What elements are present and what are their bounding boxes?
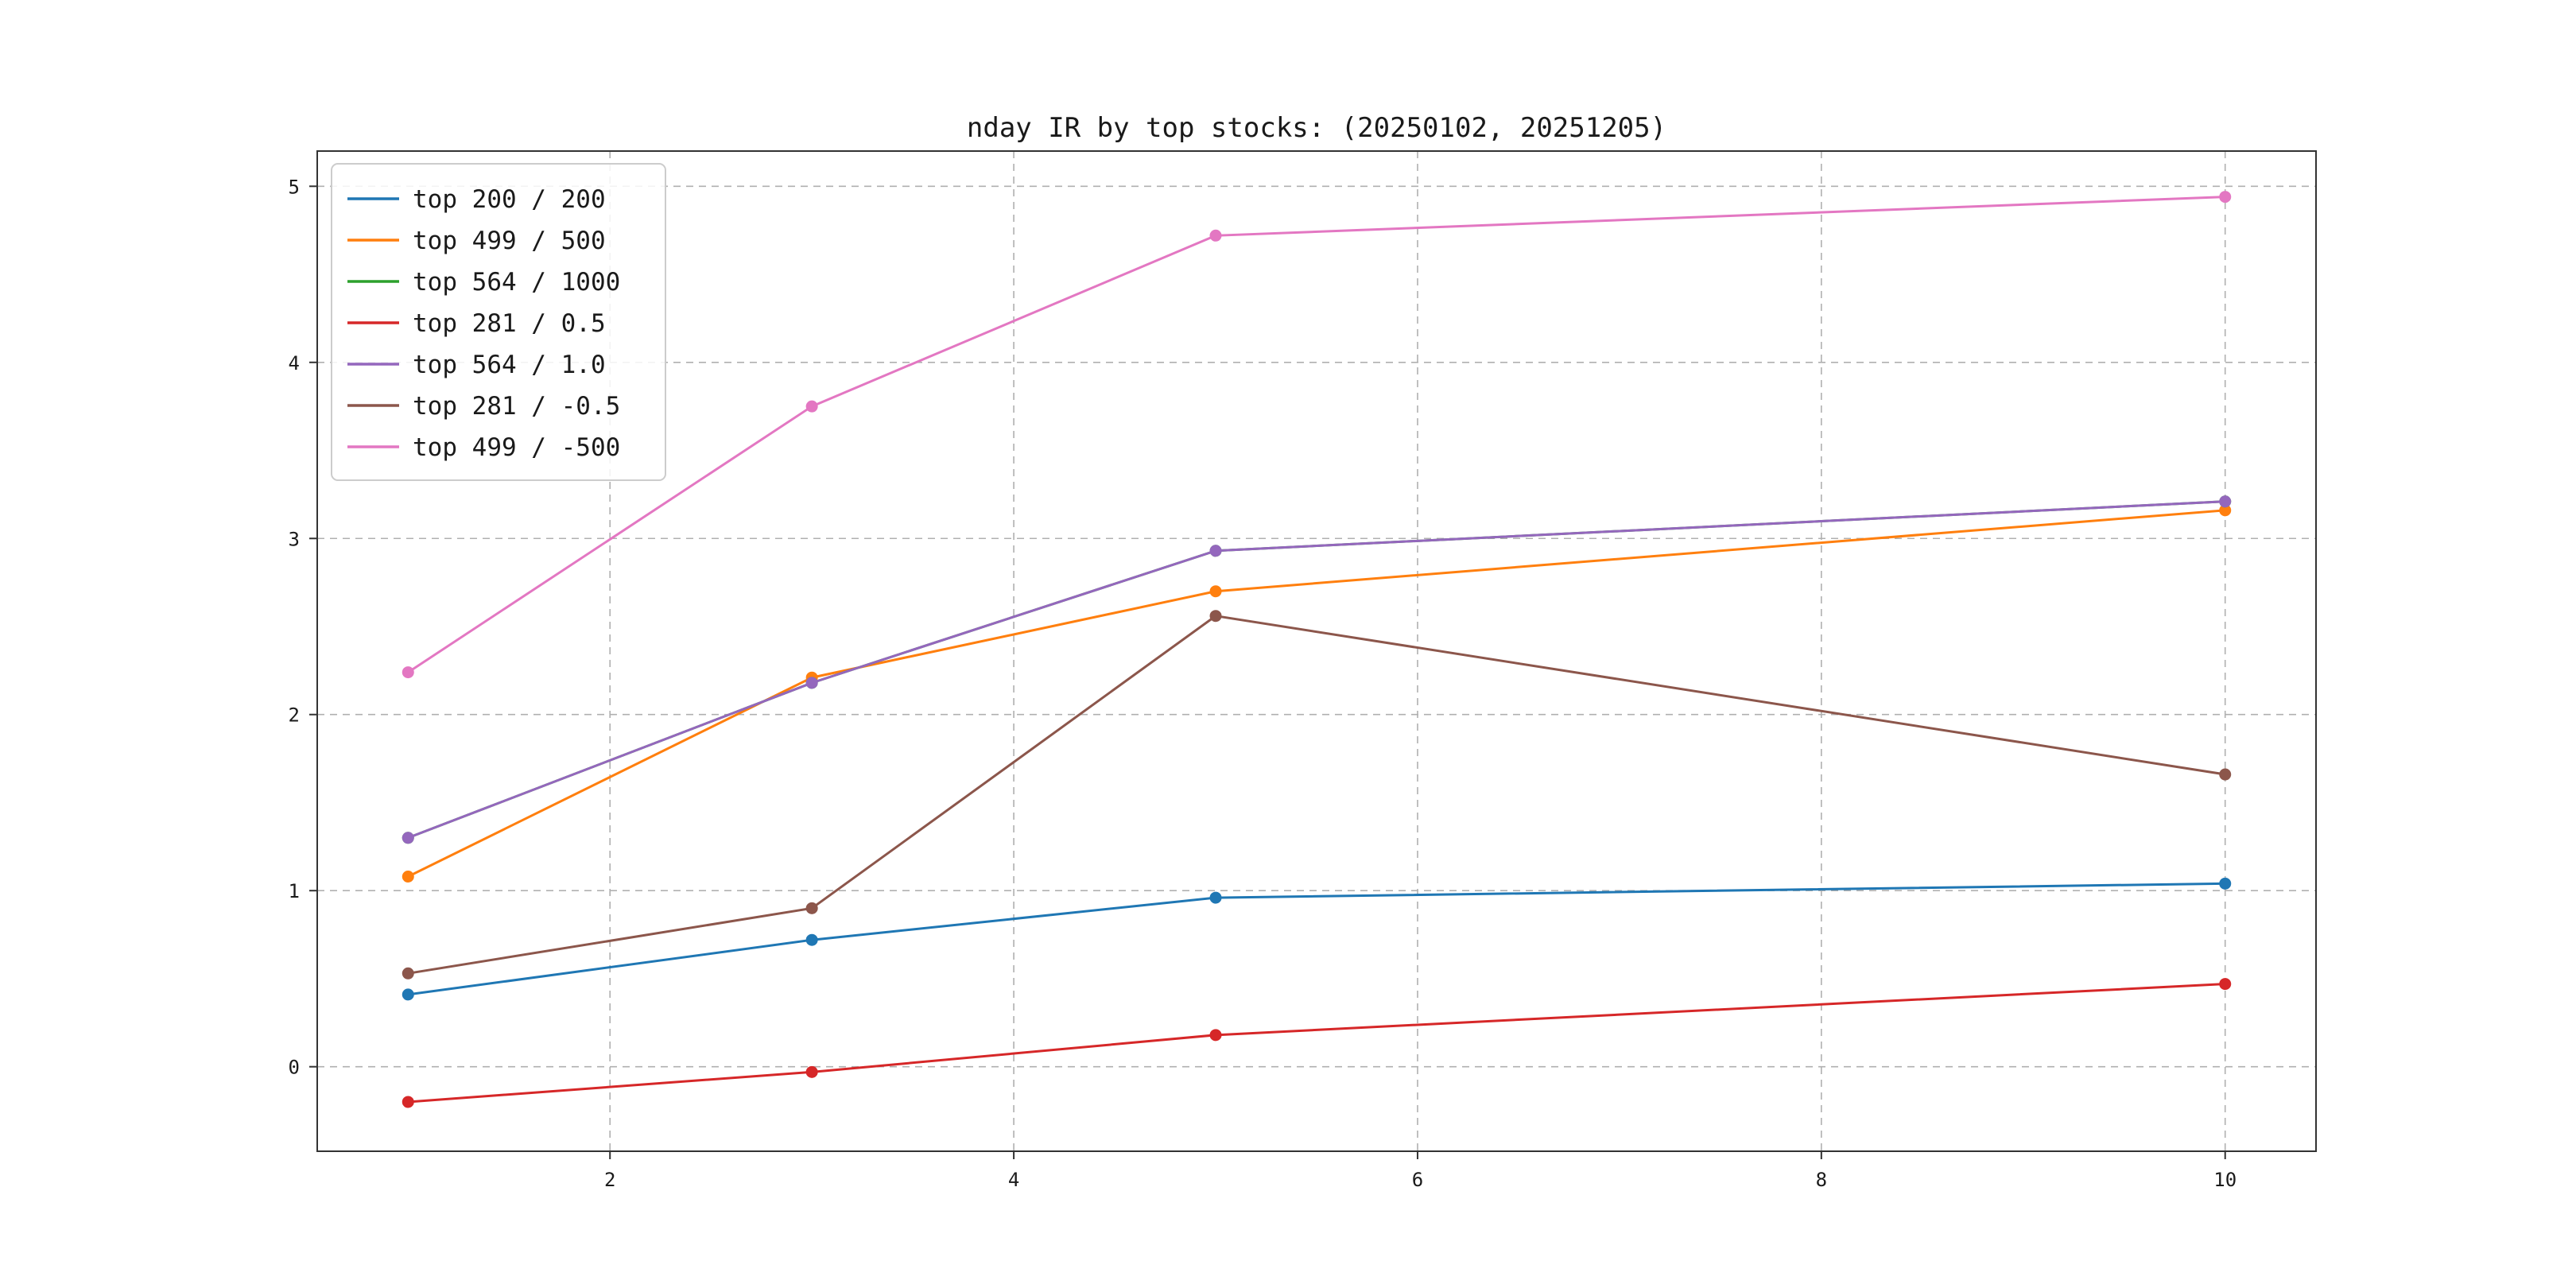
legend-label: top 499 / 500 xyxy=(413,227,606,255)
legend-item: top 499 / 500 xyxy=(347,227,606,255)
data-point-marker xyxy=(402,988,414,1001)
data-point-marker xyxy=(805,902,818,914)
data-series xyxy=(402,191,2232,1108)
data-point-marker xyxy=(2219,495,2232,508)
legend-label: top 564 / 1000 xyxy=(413,268,620,297)
data-point-marker xyxy=(2219,978,2232,991)
data-point-marker xyxy=(1209,1029,1222,1042)
series-line xyxy=(408,615,2225,975)
legend-label: top 564 / 1.0 xyxy=(413,351,606,379)
x-tick-label: 2 xyxy=(604,1169,615,1191)
data-point-marker xyxy=(402,832,414,844)
data-point-marker xyxy=(805,677,818,689)
data-point-marker xyxy=(1209,891,1222,904)
data-point-marker xyxy=(2219,768,2232,781)
data-point-marker xyxy=(402,666,414,679)
y-tick-label: 1 xyxy=(289,880,300,902)
data-point-marker xyxy=(2219,191,2232,204)
data-point-marker xyxy=(402,1096,414,1108)
data-point-marker xyxy=(805,1065,818,1078)
legend-item: top 200 / 200 xyxy=(347,185,606,214)
data-point-marker xyxy=(2219,504,2232,517)
x-tick-label: 4 xyxy=(1008,1169,1019,1191)
legend-item: top 281 / 0.5 xyxy=(347,309,606,338)
x-tick-label: 6 xyxy=(1412,1169,1423,1191)
data-point-marker xyxy=(2219,877,2232,890)
x-tick-label: 8 xyxy=(1816,1169,1827,1191)
data-point-marker xyxy=(805,933,818,946)
series-line xyxy=(407,196,2225,673)
legend-item: top 564 / 1000 xyxy=(347,268,620,297)
series-line xyxy=(408,983,2225,1104)
series-line xyxy=(407,500,2225,840)
legend-label: top 281 / 0.5 xyxy=(413,309,606,338)
y-tick-label: 3 xyxy=(289,528,300,550)
legend-box xyxy=(331,163,666,481)
legend-item: top 499 / -500 xyxy=(347,433,620,462)
data-point-marker xyxy=(1209,545,1222,557)
series-line xyxy=(408,882,2225,996)
legend: top 200 / 200 top 499 / 500 top 564 / 1000… xyxy=(331,163,666,481)
y-tick-label: 5 xyxy=(289,176,300,198)
x-tick-label: 10 xyxy=(2213,1169,2237,1191)
legend-item: top 281 / -0.5 xyxy=(347,392,620,421)
data-point-marker xyxy=(1209,585,1222,598)
data-point-marker xyxy=(1209,229,1222,242)
y-tick-label: 0 xyxy=(289,1057,300,1079)
y-tick-label: 2 xyxy=(289,704,300,727)
data-point-marker xyxy=(1209,610,1222,623)
series-line xyxy=(407,500,2225,840)
data-point-marker xyxy=(805,400,818,413)
chart-title: nday IR by top stocks: (20250102, 202512… xyxy=(967,112,1666,144)
legend-label: top 281 / -0.5 xyxy=(413,392,620,421)
data-point-marker xyxy=(402,870,414,883)
data-point-marker xyxy=(402,967,414,980)
axis-ticks: 2 4 6 8 10 0 1 2 3 4 5 xyxy=(289,176,2237,1191)
y-tick-label: 4 xyxy=(289,352,300,374)
plot-border xyxy=(316,150,2317,1152)
legend-label: top 499 / -500 xyxy=(413,433,620,462)
series-line xyxy=(407,509,2225,878)
legend-label: top 200 / 200 xyxy=(413,185,606,214)
legend-item: top 564 / 1.0 xyxy=(347,351,606,379)
